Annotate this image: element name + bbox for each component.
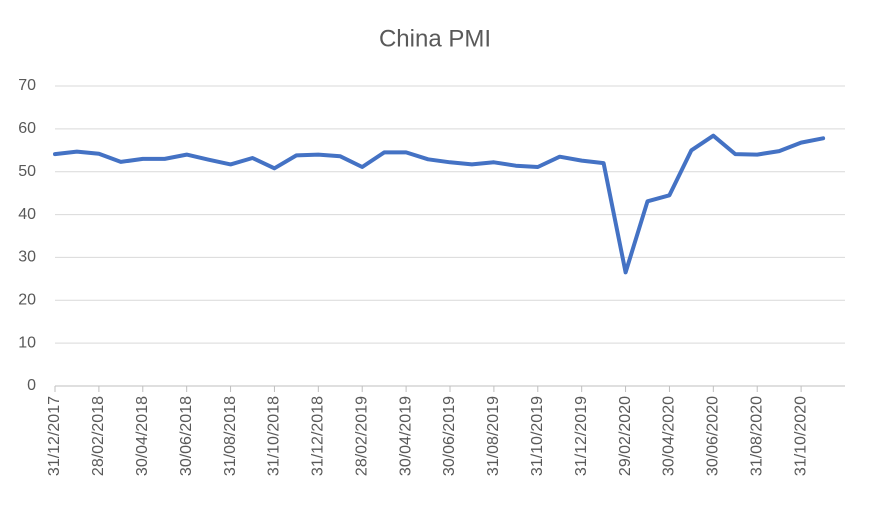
x-tick-label: 30/06/2019: [441, 396, 458, 476]
x-tick-label: 31/10/2020: [792, 396, 809, 476]
y-tick-label: 10: [18, 334, 36, 351]
x-tick-label: 31/08/2018: [222, 396, 239, 476]
x-tick-label: 31/10/2019: [529, 396, 546, 476]
x-tick-label: 29/02/2020: [617, 396, 634, 476]
data-line: [53, 133, 826, 275]
x-tick-label: 28/02/2019: [353, 396, 370, 476]
x-tick-label: 31/08/2020: [748, 396, 765, 476]
x-tick-label: 30/06/2018: [178, 396, 195, 476]
y-tick-label: 40: [18, 206, 36, 223]
y-tick-label: 60: [18, 120, 36, 137]
x-tick-label: 31/12/2019: [573, 396, 590, 476]
x-tick-label: 31/08/2019: [485, 396, 502, 476]
x-tick-label: 30/06/2020: [705, 396, 722, 476]
y-tick-label: 50: [18, 163, 36, 180]
x-tick-label: 30/04/2018: [134, 396, 151, 476]
y-tick-label: 0: [27, 377, 36, 394]
x-tick-label: 31/12/2017: [46, 396, 63, 476]
x-tick-label: 30/04/2020: [661, 396, 678, 476]
x-tick-label: 28/02/2018: [90, 396, 107, 476]
x-tick-label: 31/10/2018: [266, 396, 283, 476]
y-tick-label: 70: [18, 77, 36, 94]
y-tick-label: 30: [18, 249, 36, 266]
x-tick-label: 31/12/2018: [310, 396, 327, 476]
x-tick-label: 30/04/2019: [397, 396, 414, 476]
y-tick-label: 20: [18, 292, 36, 309]
chart-title: China PMI: [379, 25, 491, 52]
